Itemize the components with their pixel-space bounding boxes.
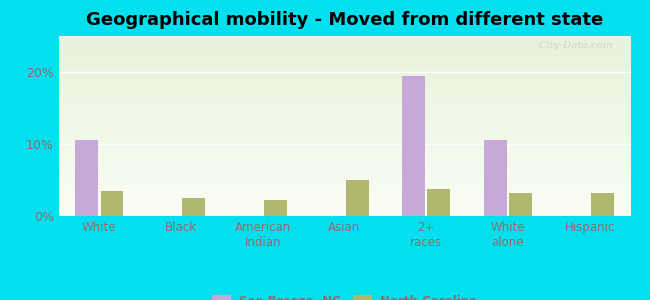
Legend: Sea Breeze, NC, North Carolina: Sea Breeze, NC, North Carolina: [207, 290, 482, 300]
Bar: [182, 198, 205, 216]
Bar: [346, 180, 369, 216]
Title: Geographical mobility - Moved from different state: Geographical mobility - Moved from diffe…: [86, 11, 603, 29]
Bar: [101, 191, 124, 216]
Bar: [428, 189, 450, 216]
Bar: [402, 76, 425, 216]
Text: City-Data.com: City-Data.com: [539, 41, 614, 50]
Bar: [264, 200, 287, 216]
Bar: [509, 193, 532, 216]
Bar: [484, 140, 507, 216]
Bar: [591, 193, 614, 216]
Bar: [75, 140, 98, 216]
